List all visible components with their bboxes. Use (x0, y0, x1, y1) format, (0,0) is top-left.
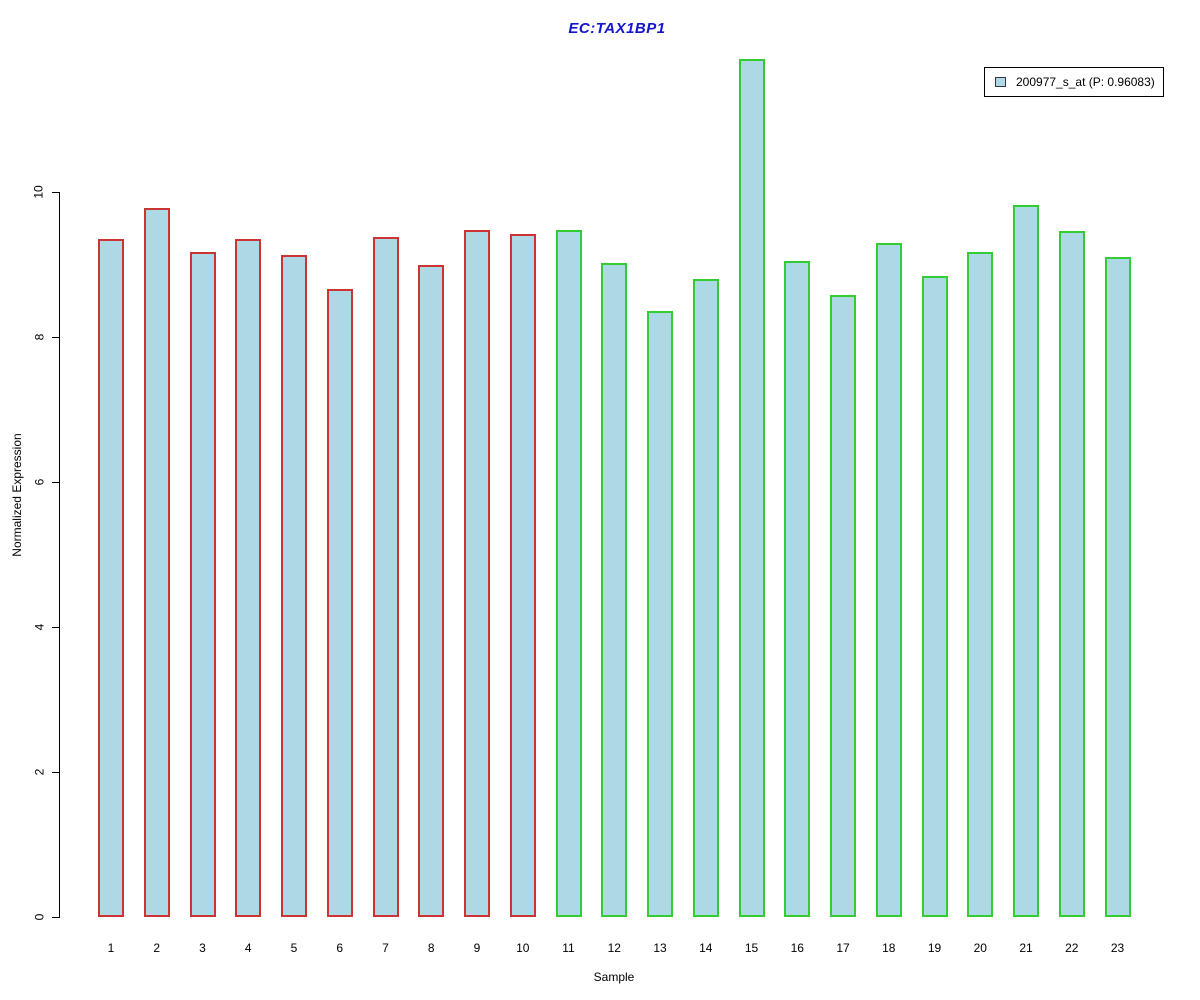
bar-sample-16 (784, 260, 811, 917)
bar-sample-1 (98, 239, 124, 917)
bar-sample-20 (967, 252, 994, 917)
x-tick-label: 11 (562, 941, 575, 955)
legend-label: 200977_s_at (P: 0.96083) (1016, 75, 1155, 89)
x-tick-label: 19 (927, 941, 942, 955)
bar-sample-9 (464, 230, 490, 917)
x-tick-label: 1 (107, 941, 115, 955)
bar-sample-15 (738, 59, 765, 917)
x-tick-label: 9 (473, 941, 481, 955)
x-tick-label: 4 (244, 941, 252, 955)
bar-sample-10 (509, 234, 536, 917)
x-tick-label: 10 (516, 941, 530, 955)
x-axis-title: Sample (593, 970, 635, 984)
x-tick-label: 17 (836, 941, 850, 955)
legend: 200977_s_at (P: 0.96083) (984, 67, 1164, 97)
x-tick-label: 8 (427, 941, 435, 955)
x-tick-label: 7 (382, 941, 389, 955)
bar-sample-2 (143, 207, 170, 917)
x-tick-label: 20 (973, 941, 987, 955)
x-tick-label: 2 (153, 941, 161, 955)
y-tick-mark (52, 626, 60, 628)
bar-sample-13 (647, 310, 673, 917)
bar-sample-6 (326, 289, 353, 917)
y-tick-label: 0 (32, 913, 46, 921)
y-tick-mark (52, 771, 60, 773)
bar-sample-8 (418, 264, 445, 917)
x-tick-label: 18 (882, 941, 896, 955)
bar-sample-23 (1104, 257, 1131, 917)
x-tick-label: 21 (1019, 941, 1033, 955)
y-tick-mark (52, 336, 60, 338)
bar-sample-19 (921, 276, 948, 917)
y-tick-mark (52, 481, 60, 483)
bar-sample-3 (189, 252, 216, 917)
bar-sample-11 (555, 229, 582, 917)
x-tick-label: 6 (336, 941, 344, 955)
x-tick-label: 13 (653, 941, 667, 955)
y-tick-mark (52, 191, 60, 193)
bar-sample-7 (372, 236, 399, 917)
y-tick-label: 8 (32, 333, 46, 341)
bar-sample-17 (830, 294, 856, 917)
bar-sample-12 (601, 263, 628, 917)
y-tick-label: 10 (31, 185, 46, 199)
y-tick-label: 4 (32, 623, 46, 631)
bar-sample-4 (235, 239, 262, 917)
x-tick-label: 22 (1065, 941, 1079, 955)
x-tick-label: 15 (744, 941, 759, 955)
y-axis-title: Normalized Expression (10, 433, 24, 557)
y-tick-label: 2 (32, 768, 46, 776)
chart-title: EC:TAX1BP1 (568, 20, 666, 37)
bar-sample-14 (692, 279, 719, 917)
x-tick-label: 14 (699, 941, 713, 955)
y-tick-label: 6 (32, 478, 46, 486)
x-tick-label: 23 (1110, 941, 1125, 955)
legend-swatch-icon (995, 77, 1006, 87)
bar-sample-21 (1013, 205, 1039, 917)
y-tick-mark (52, 916, 60, 918)
x-tick-label: 3 (199, 941, 206, 955)
x-tick-label: 12 (607, 941, 621, 955)
bar-sample-5 (281, 255, 307, 917)
bar-sample-22 (1058, 231, 1085, 917)
x-tick-label: 16 (790, 941, 804, 955)
bar-sample-18 (875, 242, 902, 917)
x-tick-label: 5 (290, 941, 298, 955)
y-axis-line (59, 192, 60, 918)
